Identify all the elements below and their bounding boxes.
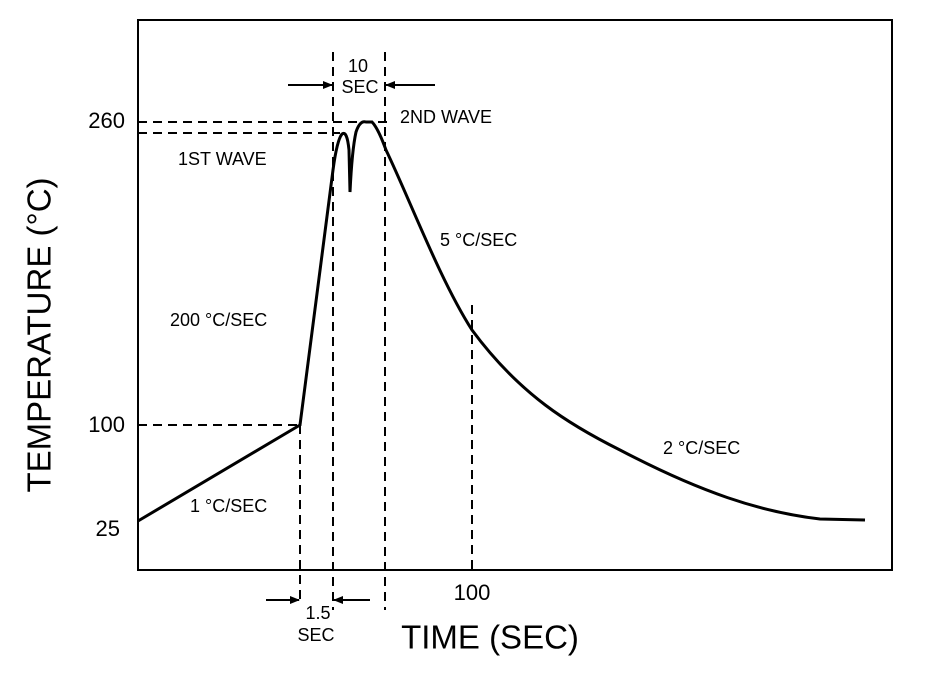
annotation: 5 °C/SEC <box>440 230 517 250</box>
y-tick-label: 100 <box>88 412 125 437</box>
interval-arrows <box>266 81 435 604</box>
x-tick-label: 100 <box>454 580 491 605</box>
annotation: 1.5 <box>305 603 330 623</box>
annotation: 200 °C/SEC <box>170 310 267 330</box>
annotation: 10 <box>348 56 368 76</box>
temperature-profile <box>137 120 866 523</box>
annotation: 1ST WAVE <box>178 149 267 169</box>
annotation: SEC <box>297 625 334 645</box>
y-axis-label: TEMPERATURE (°C) <box>21 177 58 492</box>
x-axis-label: TIME (SEC) <box>401 619 579 656</box>
annotation: 2 °C/SEC <box>663 438 740 458</box>
annotation: 2ND WAVE <box>400 107 492 127</box>
y-tick-label: 25 <box>96 516 120 541</box>
y-tick-label: 260 <box>88 108 125 133</box>
guides <box>138 52 473 610</box>
annotation: SEC <box>341 77 378 97</box>
annotation: 1 °C/SEC <box>190 496 267 516</box>
plot-frame <box>137 19 893 571</box>
